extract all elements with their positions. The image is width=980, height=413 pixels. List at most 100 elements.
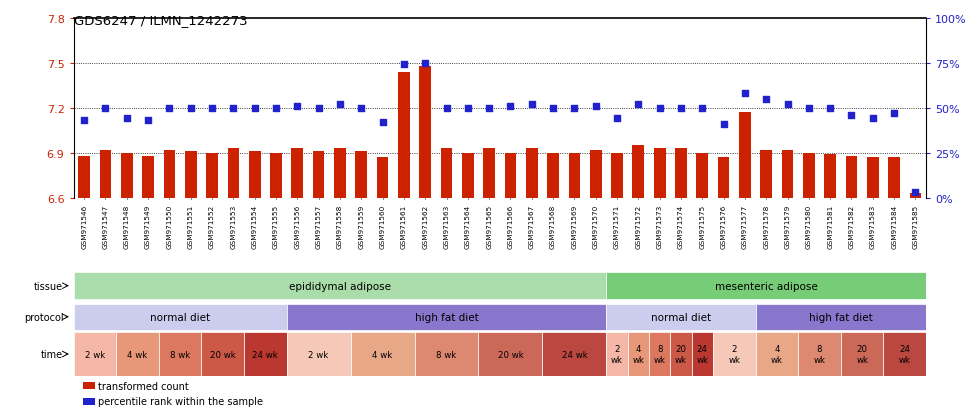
Text: 4 wk: 4 wk	[372, 350, 393, 358]
Point	[289, 103, 305, 110]
Bar	[351, 332, 415, 376]
Point	[737, 91, 753, 97]
Text: GSM971580: GSM971580	[806, 204, 811, 248]
Text: GSM971555: GSM971555	[273, 204, 279, 248]
Point	[801, 105, 816, 112]
Point	[588, 103, 604, 110]
Bar	[526, 149, 538, 198]
Bar	[909, 194, 921, 198]
Bar	[398, 72, 410, 198]
Text: GSM971557: GSM971557	[316, 204, 321, 248]
Text: normal diet: normal diet	[150, 312, 210, 322]
Bar	[692, 332, 713, 376]
Point	[354, 105, 369, 112]
Bar	[249, 152, 261, 198]
Text: GDS6247 / ILMN_1242273: GDS6247 / ILMN_1242273	[74, 14, 247, 27]
Bar	[798, 332, 841, 376]
Bar	[376, 158, 388, 198]
Bar	[627, 332, 649, 376]
Text: 24
wk: 24 wk	[697, 344, 709, 364]
Text: GSM971573: GSM971573	[657, 204, 662, 248]
Bar	[607, 273, 926, 299]
Text: GSM971548: GSM971548	[123, 204, 129, 248]
Text: GSM971559: GSM971559	[359, 204, 365, 248]
Text: epididymal adipose: epididymal adipose	[289, 281, 391, 291]
Point	[439, 105, 455, 112]
Point	[162, 105, 177, 112]
Text: transformed count: transformed count	[98, 381, 189, 391]
Bar	[164, 150, 175, 198]
Point	[822, 105, 838, 112]
Bar	[270, 153, 282, 198]
Bar	[74, 304, 286, 330]
Point	[140, 118, 156, 124]
Point	[715, 121, 731, 128]
Text: GSM971579: GSM971579	[785, 204, 791, 248]
Bar	[547, 153, 559, 198]
Point	[545, 105, 561, 112]
Point	[269, 105, 284, 112]
Text: GSM971551: GSM971551	[188, 204, 194, 248]
Text: GSM971554: GSM971554	[252, 204, 258, 248]
Text: 8
wk: 8 wk	[654, 344, 665, 364]
Text: 20 wk: 20 wk	[498, 350, 523, 358]
Bar	[649, 332, 670, 376]
Bar	[505, 153, 516, 198]
Text: normal diet: normal diet	[651, 312, 711, 322]
Text: GSM971552: GSM971552	[209, 204, 215, 248]
Bar	[415, 332, 478, 376]
Point	[780, 102, 796, 108]
Bar	[201, 332, 244, 376]
Bar	[590, 150, 602, 198]
Text: 20
wk: 20 wk	[675, 344, 687, 364]
Text: tissue: tissue	[34, 281, 64, 291]
Text: 20
wk: 20 wk	[857, 344, 868, 364]
Text: 2 wk: 2 wk	[84, 350, 105, 358]
Bar	[697, 153, 709, 198]
Bar	[888, 158, 900, 198]
Bar	[739, 113, 751, 198]
Point	[865, 116, 881, 123]
Point	[566, 105, 582, 112]
Point	[311, 105, 326, 112]
Text: GSM971583: GSM971583	[870, 204, 876, 248]
Point	[610, 116, 625, 123]
Bar	[74, 273, 607, 299]
Point	[524, 102, 540, 108]
Bar	[884, 332, 926, 376]
Point	[886, 111, 902, 117]
Point	[204, 105, 220, 112]
Text: GSM971550: GSM971550	[167, 204, 172, 248]
Text: GSM971585: GSM971585	[912, 204, 918, 248]
Text: GSM971582: GSM971582	[849, 204, 855, 248]
Bar	[334, 149, 346, 198]
Bar	[291, 149, 303, 198]
Point	[652, 105, 667, 112]
Text: GSM971563: GSM971563	[444, 204, 450, 248]
Bar	[867, 158, 879, 198]
Text: GSM971553: GSM971553	[230, 204, 236, 248]
Text: 24
wk: 24 wk	[899, 344, 910, 364]
Bar	[607, 304, 756, 330]
Bar	[462, 153, 473, 198]
Text: high fat diet: high fat diet	[808, 312, 873, 322]
Text: 20 wk: 20 wk	[210, 350, 235, 358]
Text: 4 wk: 4 wk	[127, 350, 148, 358]
Text: 8 wk: 8 wk	[436, 350, 457, 358]
Text: 2 wk: 2 wk	[309, 350, 328, 358]
Text: GSM971560: GSM971560	[379, 204, 385, 248]
Bar	[227, 149, 239, 198]
Point	[673, 105, 689, 112]
Bar	[206, 153, 218, 198]
Text: GSM971566: GSM971566	[508, 204, 514, 248]
Point	[183, 105, 199, 112]
Text: GSM971562: GSM971562	[422, 204, 428, 248]
Text: time: time	[41, 349, 64, 359]
Text: 24 wk: 24 wk	[562, 350, 587, 358]
Bar	[286, 304, 607, 330]
Point	[481, 105, 497, 112]
Point	[119, 116, 134, 123]
Text: GSM971546: GSM971546	[81, 204, 87, 248]
Point	[247, 105, 263, 112]
Point	[417, 60, 433, 67]
